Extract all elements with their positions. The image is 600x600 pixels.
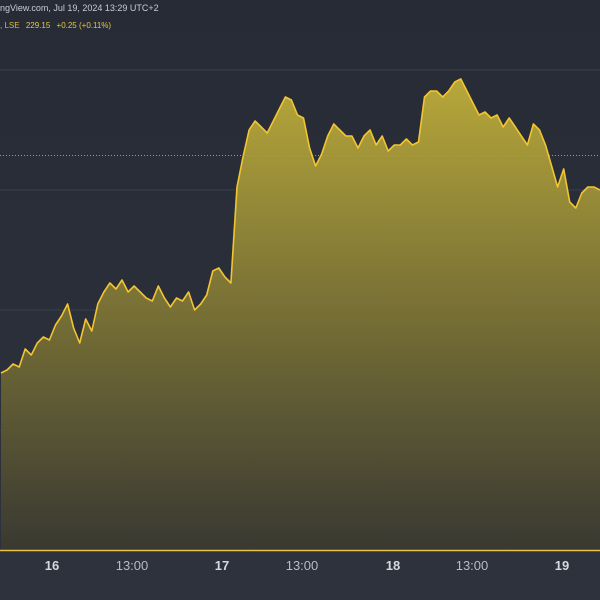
quote-price: 229.15 <box>25 21 51 30</box>
x-tick-label: 19 <box>555 558 569 573</box>
x-tick-label: 13:00 <box>286 558 319 573</box>
quote-exchange: , LSE <box>0 21 20 30</box>
x-tick-label: 17 <box>215 558 229 573</box>
quote-info: , LSE 229.15 +0.25 (+0.11%) <box>0 21 111 30</box>
x-axis-ticks: 16 13:00 17 13:00 18 13:00 19 <box>45 558 569 573</box>
x-tick-label: 16 <box>45 558 59 573</box>
price-line <box>0 78 600 374</box>
x-tick-label: 13:00 <box>456 558 489 573</box>
x-tick-label: 13:00 <box>116 558 149 573</box>
chart-source-header: ngView.com, Jul 19, 2024 13:29 UTC+2 <box>0 3 159 13</box>
quote-change: +0.25 (+0.11%) <box>56 21 112 30</box>
price-area-fill <box>1 79 600 550</box>
x-tick-label: 18 <box>386 558 400 573</box>
